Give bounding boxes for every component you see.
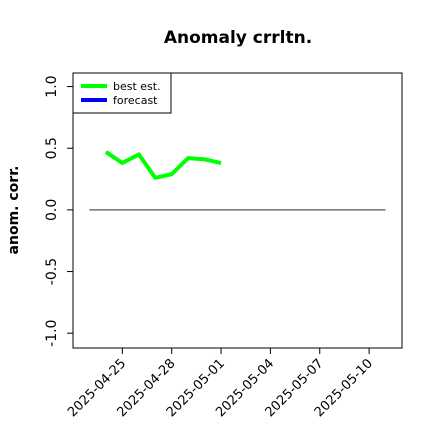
legend-label: forecast (113, 94, 158, 107)
legend-box (72, 72, 172, 114)
y-tick-label: 0.5 (44, 137, 60, 159)
series-line (104, 150, 222, 180)
y-tick-label: 0.0 (44, 199, 60, 221)
legend-label: best est. (113, 80, 161, 93)
chart-title: Anomaly crrltn. (164, 28, 312, 48)
y-axis-label: anom. corr. (6, 166, 22, 255)
y-tick-label: -1.0 (44, 320, 60, 347)
plot-frame (72, 72, 403, 349)
y-tick-label: 1.0 (44, 75, 60, 97)
y-tick-label: -0.5 (44, 258, 60, 285)
